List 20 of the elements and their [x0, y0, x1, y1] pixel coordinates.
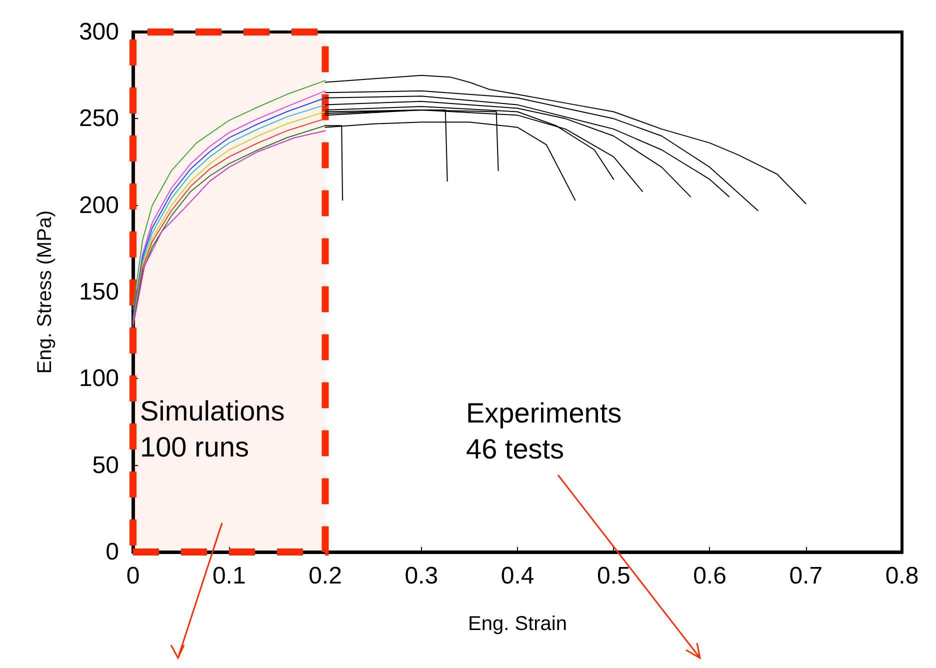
- x-tick-label: 0.2: [308, 562, 342, 590]
- annotation: Simulations 100 runs: [140, 396, 285, 462]
- y-tick-label: 100: [78, 365, 119, 392]
- y-tick-label: 300: [78, 18, 119, 46]
- y-tick-label: 150: [78, 278, 119, 306]
- annotation: Experiments 46 tests: [466, 398, 622, 464]
- x-tick-label: 0: [126, 562, 140, 590]
- x-tick-label: 0.7: [789, 562, 823, 590]
- x-tick-label: 0.5: [596, 562, 630, 590]
- x-tick-label: 0.4: [500, 562, 534, 590]
- x-axis-title: Eng. Strain: [468, 613, 567, 635]
- y-tick-label: 200: [78, 192, 119, 219]
- y-tick-label: 0: [106, 538, 119, 566]
- x-tick-label: 0.3: [404, 562, 438, 590]
- y-tick-label: 250: [78, 105, 119, 132]
- x-tick-label: 0.8: [885, 562, 919, 590]
- x-tick-label: 0.6: [693, 562, 726, 590]
- y-axis-title: Eng. Stress (MPa): [34, 210, 56, 374]
- x-tick-label: 0.1: [212, 562, 246, 590]
- y-tick-label: 50: [92, 452, 119, 479]
